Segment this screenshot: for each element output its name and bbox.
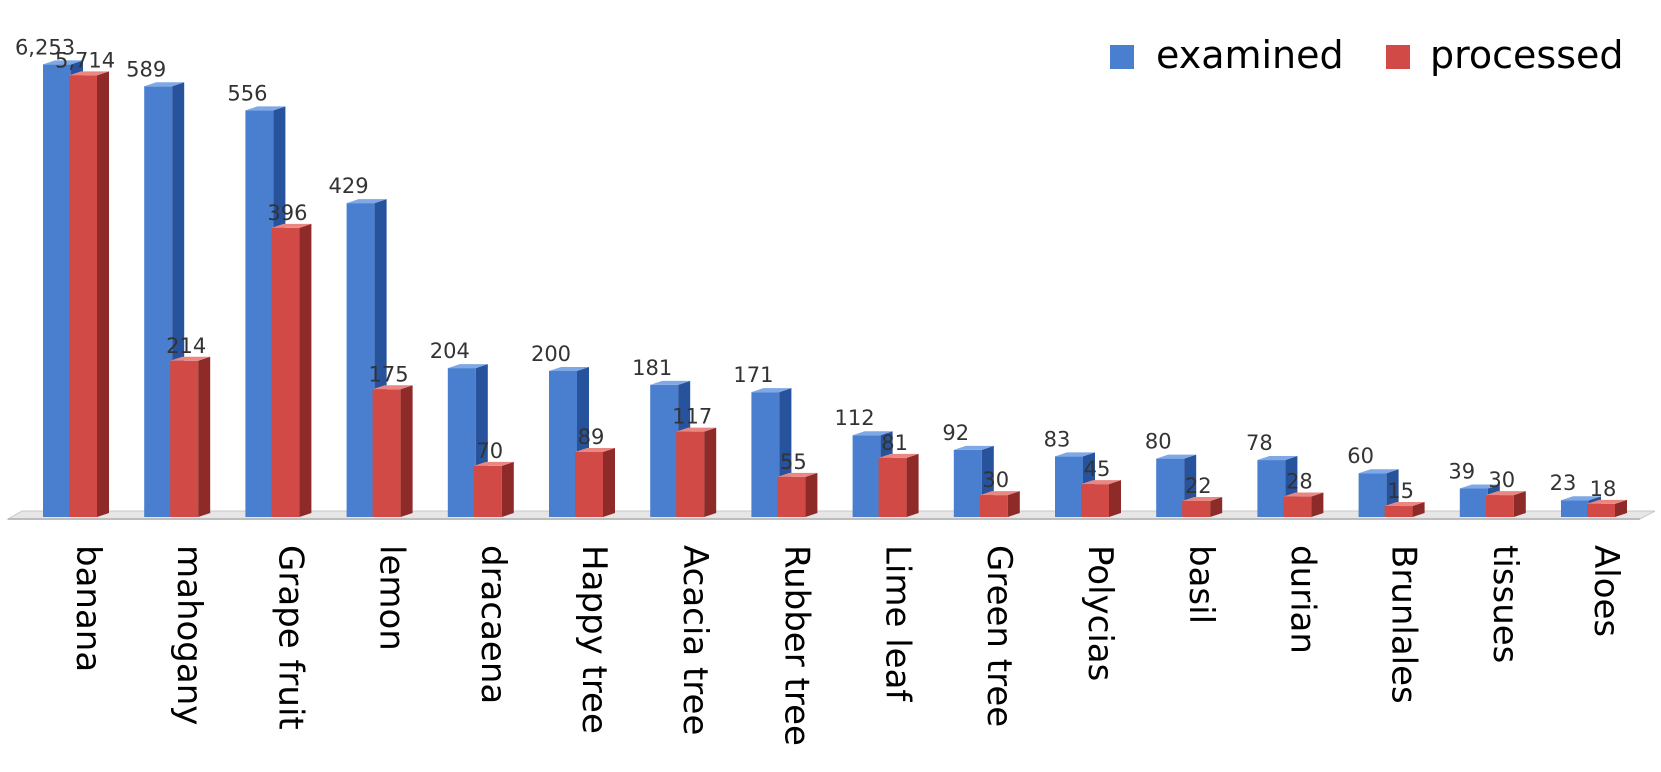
category-label-10: Polycias xyxy=(1080,545,1120,681)
value-label-examined-3: 429 xyxy=(329,174,369,198)
bar-processed-0 xyxy=(69,71,109,517)
bar-processed-7 xyxy=(777,473,817,517)
value-label-processed-6: 117 xyxy=(672,405,712,429)
value-label-examined-5: 200 xyxy=(531,342,571,366)
value-label-processed-10: 45 xyxy=(1084,457,1111,481)
value-label-processed-5: 89 xyxy=(578,425,605,449)
category-label-2: Grape fruit xyxy=(270,545,310,730)
bar-processed-10 xyxy=(1081,480,1121,517)
category-label-8: Lime leaf xyxy=(878,545,918,702)
bar-processed-3 xyxy=(373,385,413,517)
value-label-processed-4: 70 xyxy=(476,439,503,463)
value-label-examined-12: 78 xyxy=(1246,431,1273,455)
value-label-examined-15: 23 xyxy=(1550,471,1577,495)
bar-processed-2 xyxy=(271,224,311,517)
value-label-examined-14: 39 xyxy=(1448,460,1475,484)
value-label-examined-1: 589 xyxy=(126,57,166,81)
legend-swatch-examined xyxy=(1110,45,1134,69)
legend-label-examined: examined xyxy=(1156,33,1344,77)
value-label-processed-9: 30 xyxy=(982,468,1009,492)
category-label-15: Aloes xyxy=(1586,545,1626,637)
value-label-examined-11: 80 xyxy=(1145,430,1172,454)
legend-swatch-processed xyxy=(1386,45,1410,69)
value-label-processed-2: 396 xyxy=(267,201,307,225)
bar-processed-13 xyxy=(1385,502,1425,517)
value-label-processed-3: 175 xyxy=(369,362,409,386)
value-label-examined-13: 60 xyxy=(1347,444,1374,468)
value-label-processed-13: 15 xyxy=(1387,479,1414,503)
value-label-examined-10: 83 xyxy=(1044,427,1071,451)
category-label-13: Brunlales xyxy=(1384,545,1424,704)
value-label-examined-7: 171 xyxy=(733,363,773,387)
bar-processed-15 xyxy=(1587,500,1627,517)
bar-processed-14 xyxy=(1486,491,1526,517)
category-label-14: tissues xyxy=(1485,545,1525,663)
value-label-processed-11: 22 xyxy=(1185,474,1212,498)
legend-label-processed: processed xyxy=(1430,33,1624,77)
category-label-7: Rubber tree xyxy=(776,545,816,746)
category-label-6: Acacia tree xyxy=(675,545,715,735)
bar-processed-11 xyxy=(1182,497,1222,517)
category-label-0: banana xyxy=(68,545,108,672)
bar-processed-4 xyxy=(474,462,514,517)
bar-processed-8 xyxy=(879,454,919,517)
category-label-5: Happy tree xyxy=(574,545,614,734)
value-label-processed-7: 55 xyxy=(780,450,807,474)
value-label-examined-4: 204 xyxy=(430,339,470,363)
category-label-12: durian xyxy=(1282,545,1322,654)
value-label-processed-12: 28 xyxy=(1286,470,1313,494)
value-label-examined-9: 92 xyxy=(942,421,969,445)
category-label-4: dracaena xyxy=(473,545,513,704)
legend: examined processed xyxy=(1110,33,1624,77)
bar-processed-9 xyxy=(980,491,1020,517)
value-label-examined-8: 112 xyxy=(835,406,875,430)
bars-layer xyxy=(43,60,1627,517)
category-label-11: basil xyxy=(1181,545,1221,624)
bar-processed-5 xyxy=(575,448,615,517)
value-label-examined-6: 181 xyxy=(632,356,672,380)
bar-processed-6 xyxy=(676,428,716,517)
value-label-processed-1: 214 xyxy=(166,334,206,358)
bar-processed-12 xyxy=(1283,493,1323,517)
value-label-processed-15: 18 xyxy=(1590,477,1617,501)
value-label-processed-8: 81 xyxy=(881,431,908,455)
bar-processed-1 xyxy=(170,357,210,517)
category-label-1: mahogany xyxy=(169,545,209,725)
value-label-examined-2: 556 xyxy=(227,81,267,105)
category-label-9: Green tree xyxy=(979,545,1019,727)
category-labels-layer: banana mahogany Grape fruit lemon dracaena Ha… xyxy=(68,545,1626,746)
value-label-processed-0: 5,714 xyxy=(55,48,115,72)
value-label-processed-14: 30 xyxy=(1488,468,1515,492)
category-label-3: lemon xyxy=(372,545,412,651)
